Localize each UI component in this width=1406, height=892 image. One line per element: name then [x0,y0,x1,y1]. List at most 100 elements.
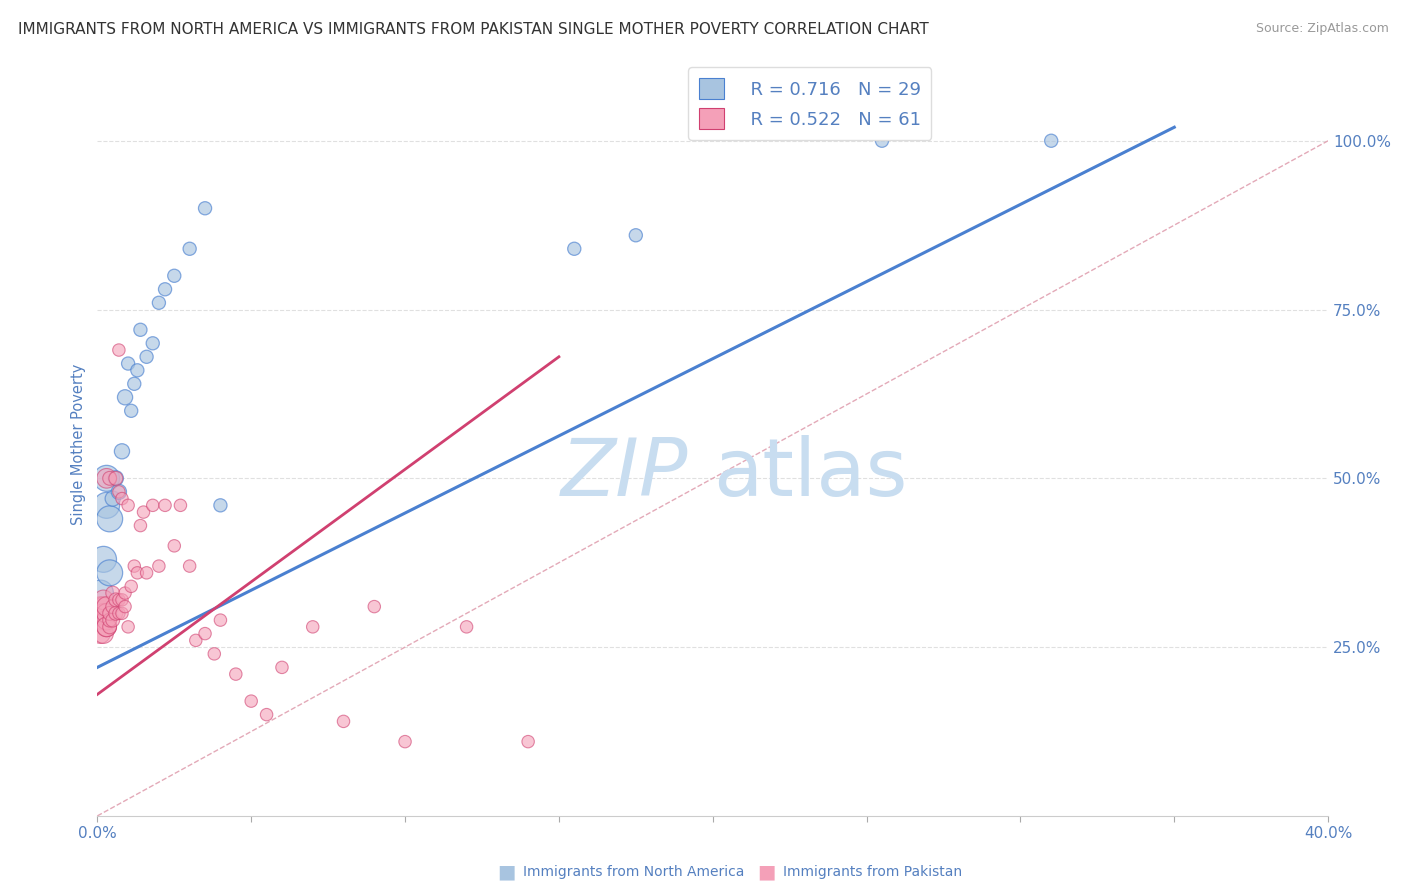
Point [169,499,191,513]
Point [89,613,111,627]
Point [394,734,416,748]
Point [96,599,118,614]
Point [108,484,131,499]
Point [108,592,131,607]
Point [332,714,354,729]
Point [225,667,247,681]
Point [184,633,207,648]
Point [456,620,478,634]
Point [301,620,323,634]
Point [129,518,152,533]
Point [89,607,111,621]
Point [129,323,152,337]
Point [142,499,165,513]
Text: ZIP: ZIP [561,435,688,513]
Point [96,471,118,485]
Point [101,491,124,506]
Point [108,343,131,357]
Point [93,626,115,640]
Point [132,505,155,519]
Point [153,499,176,513]
Point [1040,134,1063,148]
Point [111,607,134,621]
Point [93,613,115,627]
Point [240,694,263,708]
Point [209,499,232,513]
Point [562,242,585,256]
Point [111,444,134,458]
Legend:   R = 0.716   N = 29,   R = 0.522   N = 61: R = 0.716 N = 29, R = 0.522 N = 61 [688,68,931,140]
Point [135,566,157,580]
Point [98,471,121,485]
Point [124,376,146,391]
Point [98,607,121,621]
Y-axis label: Single Mother Poverty: Single Mother Poverty [72,364,86,525]
Point [120,404,142,418]
Point [153,282,176,296]
Point [93,607,115,621]
Point [93,599,115,614]
Point [624,228,647,243]
Point [163,268,186,283]
Point [517,734,540,748]
Point [114,586,136,600]
Text: ■: ■ [496,863,516,882]
Point [194,201,217,215]
Point [202,647,225,661]
Point [101,586,124,600]
Point [96,613,118,627]
Point [96,499,118,513]
Point [127,363,149,377]
Point [111,491,134,506]
Point [209,613,232,627]
Point [96,620,118,634]
Point [101,599,124,614]
Text: Source: ZipAtlas.com: Source: ZipAtlas.com [1256,22,1389,36]
Point [96,620,118,634]
Point [117,357,139,371]
Point [142,336,165,351]
Point [120,579,142,593]
Point [117,499,139,513]
Point [108,484,131,499]
Text: Immigrants from North America: Immigrants from North America [523,865,744,880]
Point [271,660,294,674]
Point [179,559,201,574]
Point [98,512,121,526]
Point [96,607,118,621]
Point [98,613,121,627]
Point [89,626,111,640]
Point [101,613,124,627]
Point [93,552,115,566]
Point [104,471,127,485]
Point [114,599,136,614]
Point [98,620,121,634]
Point [363,599,385,614]
Point [148,295,170,310]
Point [870,134,893,148]
Point [256,707,278,722]
Point [108,607,131,621]
Point [163,539,186,553]
Text: Immigrants from Pakistan: Immigrants from Pakistan [783,865,962,880]
Point [96,471,118,485]
Point [104,471,127,485]
Point [148,559,170,574]
Point [104,592,127,607]
Point [98,566,121,580]
Point [104,607,127,621]
Point [124,559,146,574]
Point [135,350,157,364]
Point [114,390,136,404]
Point [179,242,201,256]
Point [111,592,134,607]
Text: IMMIGRANTS FROM NORTH AMERICA VS IMMIGRANTS FROM PAKISTAN SINGLE MOTHER POVERTY : IMMIGRANTS FROM NORTH AMERICA VS IMMIGRA… [18,22,929,37]
Point [93,592,115,607]
Point [117,620,139,634]
Text: ■: ■ [756,863,776,882]
Point [89,586,111,600]
Text: atlas: atlas [713,435,907,513]
Point [89,599,111,614]
Point [194,626,217,640]
Point [127,566,149,580]
